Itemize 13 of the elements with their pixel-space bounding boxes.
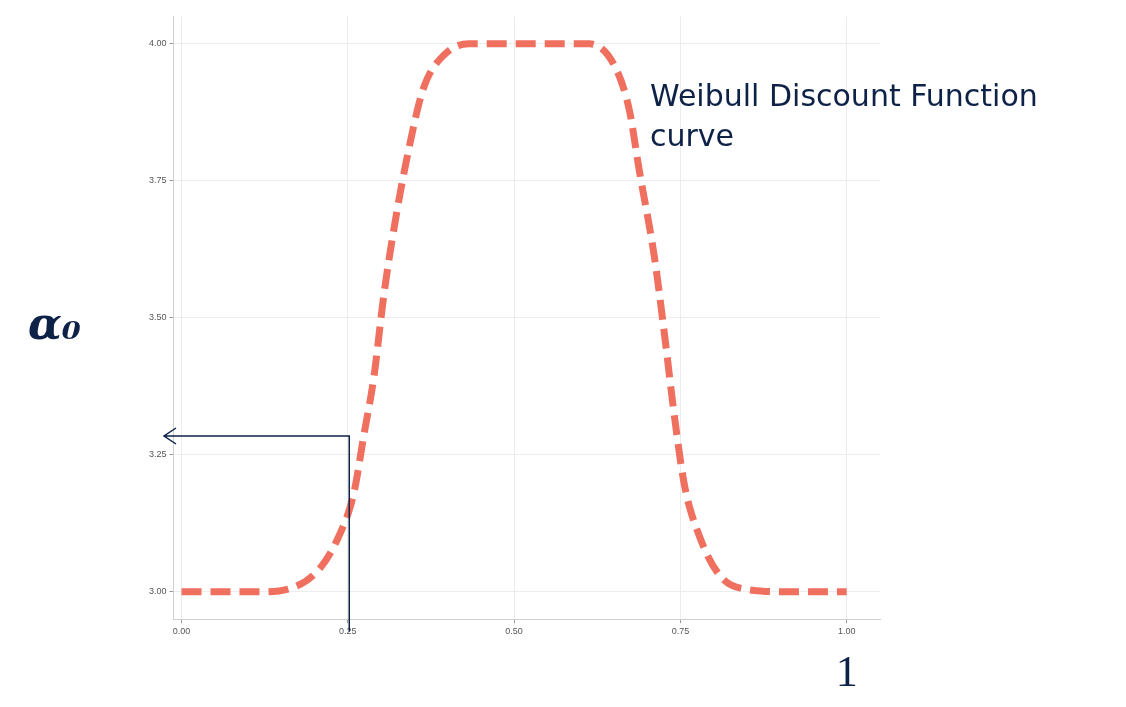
y-tick-label: 4.00 [148, 38, 167, 49]
y-axis-title: α₀ [28, 298, 82, 350]
x-tick-label: 0.25 [339, 626, 357, 637]
y-tick-label: 3.25 [148, 449, 167, 460]
y-tick-label: 3.75 [148, 175, 167, 186]
x-tick-label: 1.00 [837, 626, 856, 637]
x-axis-title: 1 [835, 646, 858, 696]
x-tick-label: 0.75 [671, 626, 690, 637]
y-tick-label: 3.50 [148, 312, 167, 323]
x-tick-label: 0.50 [505, 626, 523, 637]
x-tick-label: 0.00 [172, 626, 191, 637]
annotation: Weibull Discount Function curve [650, 78, 1038, 154]
y-tick-label: 3.00 [148, 586, 167, 597]
